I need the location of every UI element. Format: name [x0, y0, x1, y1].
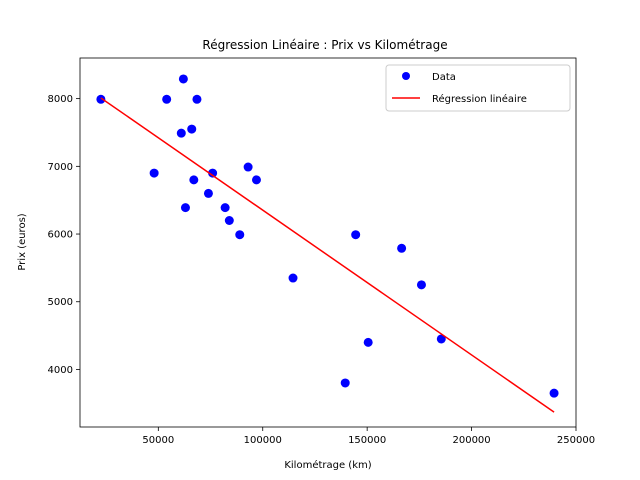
data-point-15: [243, 162, 253, 172]
data-point-2: [149, 168, 159, 178]
data-point-22: [416, 280, 426, 290]
y-axis-label: Prix (euros): [17, 213, 28, 270]
x-tick-label: 200000: [452, 435, 490, 446]
data-point-23: [436, 334, 446, 344]
legend-label-regression: Régression linéaire: [432, 93, 527, 105]
data-point-18: [340, 378, 350, 388]
legend-label-data: Data: [432, 72, 456, 83]
y-axis: 4000 5000 6000 7000 8000: [48, 94, 80, 376]
data-point-17: [288, 273, 298, 283]
x-tick-label: 250000: [557, 435, 595, 446]
data-point-10: [203, 188, 213, 198]
scatter-points: [96, 74, 559, 398]
data-point-24: [549, 388, 559, 398]
y-tick-label: 8000: [48, 94, 73, 105]
data-point-4: [176, 128, 186, 138]
chart-title: Régression Linéaire : Prix vs Kilométrag…: [202, 38, 447, 52]
regression-line-group: [100, 97, 555, 413]
legend-box: [385, 64, 571, 112]
data-point-12: [220, 203, 230, 213]
data-point-20: [363, 337, 373, 347]
y-tick-label: 6000: [48, 230, 73, 241]
x-axis: 50000 100000 150000 200000 250000: [142, 427, 595, 446]
data-point-6: [180, 203, 190, 213]
y-tick-label: 7000: [48, 162, 73, 173]
data-point-3: [162, 94, 172, 104]
data-point-13: [224, 216, 234, 225]
x-tick-label: 150000: [348, 435, 386, 446]
y-tick-label: 4000: [48, 365, 73, 376]
y-tick-label: 5000: [48, 297, 73, 308]
data-point-9: [192, 94, 202, 104]
regression-line: [100, 97, 555, 413]
data-point-21: [397, 243, 407, 253]
x-axis-label: Kilométrage (km): [284, 459, 371, 471]
data-point-1: [96, 94, 106, 104]
legend-marker-data: [402, 72, 410, 80]
plot-frame: [79, 57, 577, 428]
data-point-14: [235, 230, 245, 240]
data-point-16: [251, 175, 261, 185]
data-point-19: [351, 230, 361, 240]
data-point-5: [178, 74, 188, 84]
x-tick-label: 100000: [244, 435, 282, 446]
data-point-8: [189, 175, 199, 185]
x-tick-label: 50000: [142, 435, 174, 446]
data-point-7: [187, 124, 197, 134]
data-point-11: [208, 168, 218, 178]
legend: Data Régression linéaire: [385, 64, 571, 112]
